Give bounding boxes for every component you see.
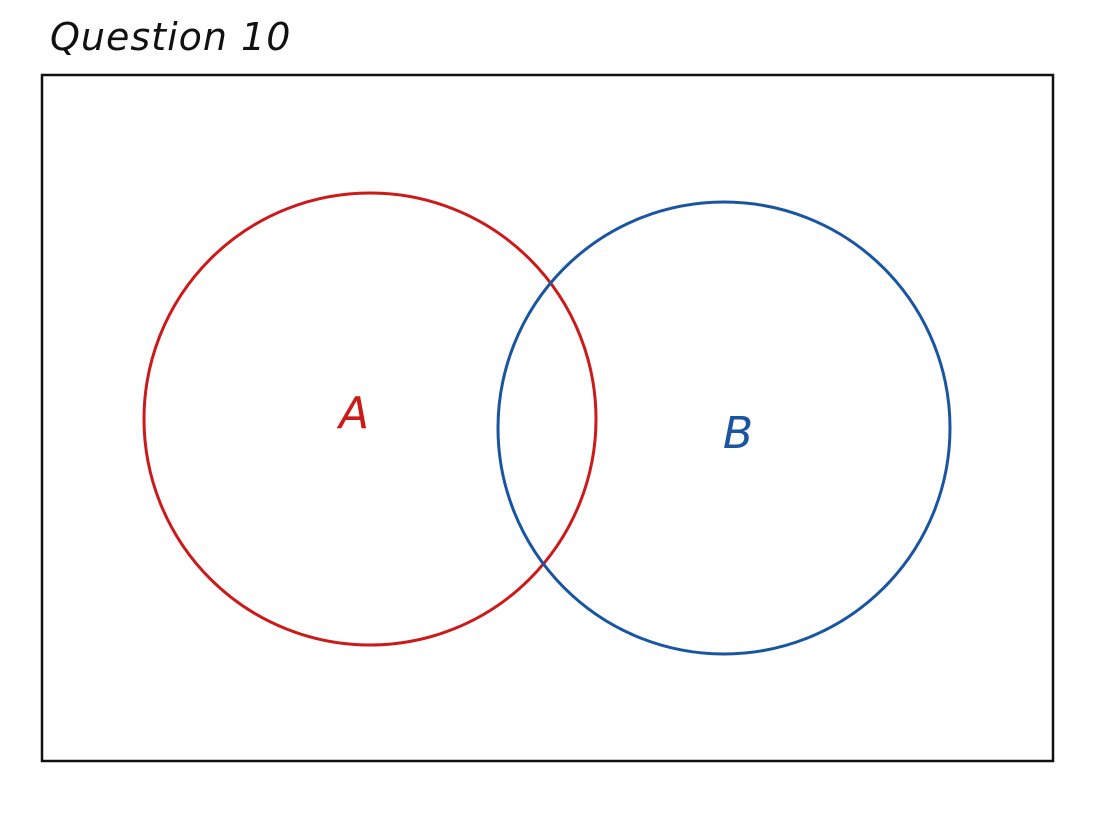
set-a-circle xyxy=(144,193,596,645)
set-b-label: B xyxy=(723,408,753,459)
set-a-label: A xyxy=(336,388,369,439)
universal-set-rectangle xyxy=(42,75,1053,761)
